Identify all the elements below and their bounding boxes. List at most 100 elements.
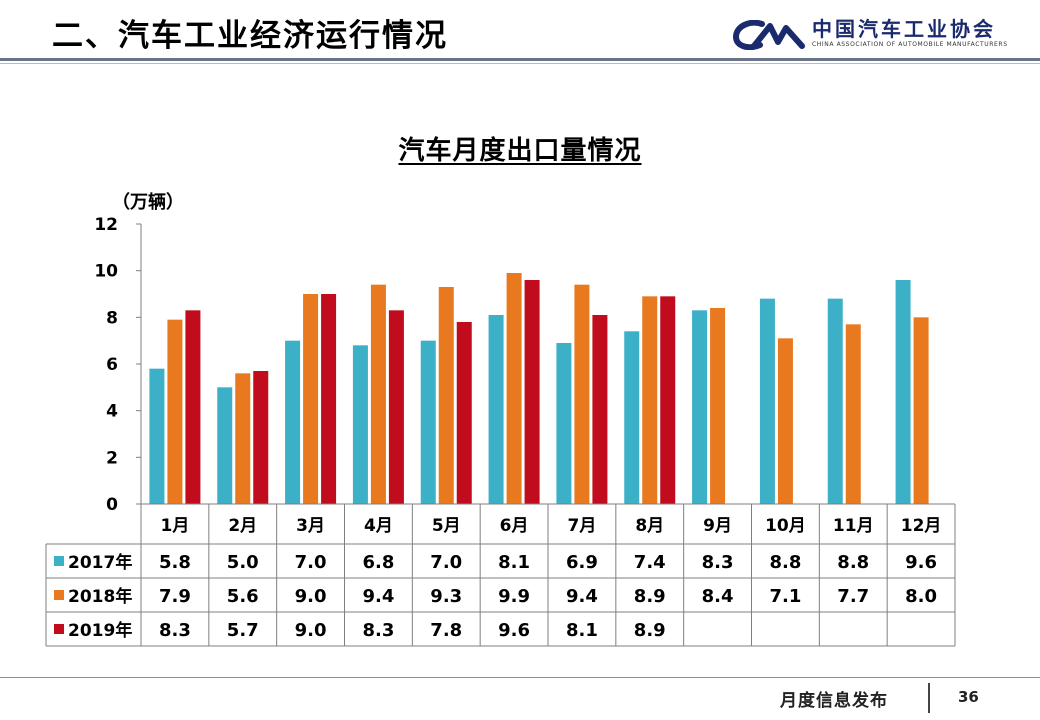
logo-subtitle: CHINA ASSOCIATION OF AUTOMOBILE MANUFACT… (812, 41, 1008, 48)
y-tick-label: 4 (106, 402, 118, 422)
x-tick-label: 6月 (500, 516, 529, 536)
header-divider-thin (0, 63, 1040, 64)
bar-2018年-6月 (506, 273, 522, 504)
x-tick-label: 1月 (160, 516, 189, 536)
bar-2018年-9月 (710, 308, 726, 504)
bar-2019年-7月 (592, 315, 608, 504)
legend-label: 2018年 (68, 586, 132, 607)
data-label: 5.6 (227, 586, 259, 607)
bar-2017年-4月 (352, 345, 368, 504)
y-tick-label: 0 (106, 495, 118, 515)
data-label: 6.9 (566, 552, 598, 573)
bar-2018年-10月 (777, 338, 793, 504)
bar-2018年-8月 (642, 296, 658, 504)
bar-2018年-4月 (370, 284, 386, 504)
y-tick-label: 8 (106, 308, 118, 328)
bar-2019年-6月 (524, 280, 540, 504)
x-tick-label: 11月 (833, 516, 874, 536)
data-label: 8.8 (837, 552, 869, 573)
data-label: 8.4 (702, 586, 734, 607)
bar-2017年-5月 (420, 340, 436, 504)
data-label: 9.3 (430, 586, 462, 607)
legend-swatch (54, 556, 64, 566)
bar-2017年-12月 (895, 280, 911, 504)
data-label: 7.0 (430, 552, 462, 573)
data-label: 8.1 (566, 620, 598, 641)
data-label: 5.8 (159, 552, 191, 573)
x-tick-label: 4月 (364, 516, 393, 536)
legend-label: 2017年 (68, 552, 132, 573)
bar-2018年-3月 (303, 294, 319, 504)
chart-title-text: 汽车月度出口量情况 (398, 136, 642, 166)
bar-2017年-3月 (285, 340, 301, 504)
footer-divider (0, 677, 1040, 678)
data-label: 6.8 (362, 552, 394, 573)
legend-label: 2019年 (68, 620, 132, 641)
data-label: 5.7 (227, 620, 259, 641)
data-label: 7.4 (634, 552, 666, 573)
chart-title: 汽车月度出口量情况 (0, 130, 1040, 167)
bar-2019年-8月 (660, 296, 676, 504)
legend-swatch (54, 624, 64, 634)
bar-2018年-12月 (913, 317, 929, 504)
x-tick-label: 3月 (296, 516, 325, 536)
data-label: 9.9 (498, 586, 530, 607)
bar-2017年-6月 (488, 315, 504, 504)
footer-text: 月度信息发布 (780, 691, 888, 711)
data-label: 7.0 (295, 552, 327, 573)
bar-2017年-1月 (149, 368, 165, 504)
y-axis-unit: （万辆） (112, 192, 184, 213)
x-tick-label: 9月 (703, 516, 732, 536)
data-label: 8.3 (702, 552, 734, 573)
bar-2018年-2月 (235, 373, 251, 504)
bar-2018年-1月 (167, 319, 183, 504)
data-label: 8.1 (498, 552, 530, 573)
bar-2019年-3月 (321, 294, 337, 504)
data-label: 7.7 (837, 586, 869, 607)
data-label: 8.0 (905, 586, 937, 607)
legend-swatch (54, 590, 64, 600)
bar-2017年-10月 (759, 298, 775, 504)
x-tick-label: 7月 (567, 516, 596, 536)
bar-2019年-4月 (388, 310, 404, 504)
y-tick-label: 10 (94, 262, 118, 282)
footer-separator (928, 683, 930, 713)
logo-name: 中国汽车工业协会 (812, 17, 996, 41)
bar-2017年-2月 (217, 387, 233, 504)
bar-2017年-8月 (624, 331, 640, 504)
data-label: 5.0 (227, 552, 259, 573)
x-tick-label: 12月 (901, 516, 942, 536)
x-tick-label: 5月 (432, 516, 461, 536)
bar-2019年-2月 (253, 371, 269, 504)
bar-2019年-5月 (456, 322, 472, 504)
y-tick-label: 2 (106, 448, 118, 468)
bar-2017年-11月 (827, 298, 843, 504)
data-label: 9.0 (295, 620, 327, 641)
y-tick-label: 6 (106, 355, 118, 375)
data-label: 9.6 (905, 552, 937, 573)
bar-2019年-1月 (185, 310, 201, 504)
bar-2018年-5月 (438, 287, 454, 504)
logo: 中国汽车工业协会 CHINA ASSOCIATION OF AUTOMOBILE… (732, 16, 1032, 56)
data-label: 8.9 (634, 586, 666, 607)
page-title: 二、汽车工业经济运行情况 (52, 18, 448, 54)
data-label: 7.9 (159, 586, 191, 607)
bar-2018年-11月 (845, 324, 861, 504)
data-label: 8.3 (362, 620, 394, 641)
header-divider (0, 58, 1040, 61)
data-label: 8.3 (159, 620, 191, 641)
bar-2018年-7月 (574, 284, 590, 504)
data-label: 8.8 (769, 552, 801, 573)
data-label: 9.4 (362, 586, 394, 607)
bar-2017年-9月 (692, 310, 708, 504)
data-label: 9.0 (295, 586, 327, 607)
page-number: 36 (958, 688, 979, 706)
data-label: 7.8 (430, 620, 462, 641)
data-label: 9.4 (566, 586, 598, 607)
x-tick-label: 10月 (765, 516, 806, 536)
data-label: 8.9 (634, 620, 666, 641)
x-tick-label: 2月 (228, 516, 257, 536)
bar-2017年-7月 (556, 343, 572, 504)
data-label: 9.6 (498, 620, 530, 641)
data-label: 7.1 (769, 586, 801, 607)
